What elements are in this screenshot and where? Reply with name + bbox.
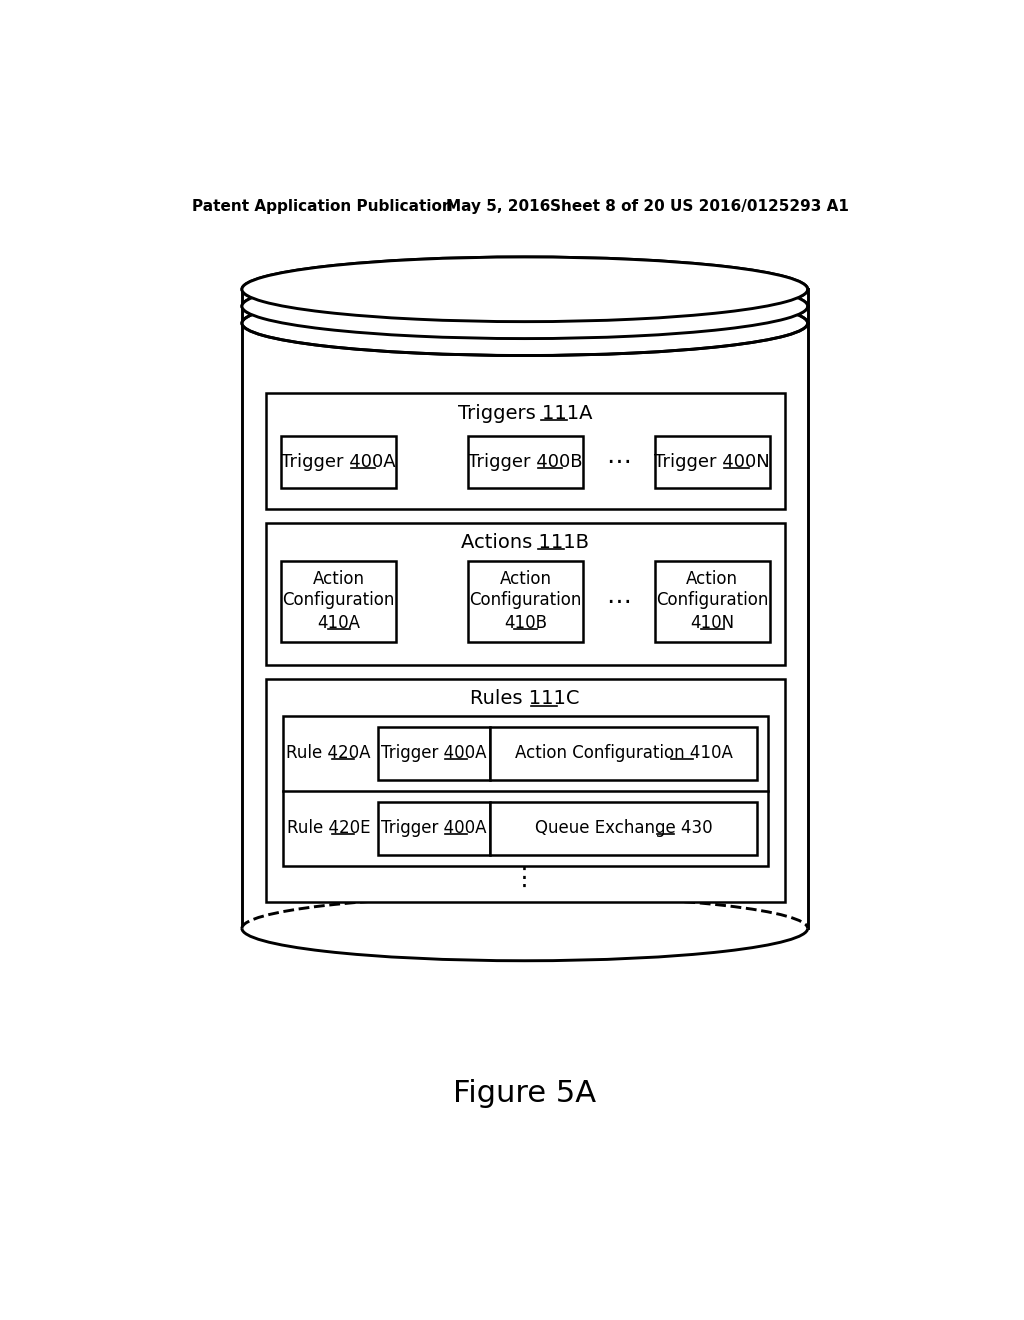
Bar — [283, 715, 768, 866]
Bar — [468, 436, 583, 488]
Text: 410B: 410B — [504, 614, 547, 632]
Bar — [242, 323, 808, 928]
Ellipse shape — [242, 257, 808, 322]
Text: Action
Configuration: Action Configuration — [469, 570, 582, 609]
Text: Action Configuration 410A: Action Configuration 410A — [515, 744, 732, 763]
Text: 410A: 410A — [317, 614, 360, 632]
Bar — [655, 436, 770, 488]
Bar — [655, 561, 770, 642]
Text: Sheet 8 of 20: Sheet 8 of 20 — [550, 198, 666, 214]
Text: ⋯: ⋯ — [606, 590, 632, 614]
Ellipse shape — [242, 275, 808, 339]
Text: Trigger 400N: Trigger 400N — [654, 453, 770, 471]
Bar — [282, 561, 396, 642]
Bar — [489, 801, 758, 855]
Text: Trigger 400A: Trigger 400A — [381, 744, 486, 763]
Text: Rule 420A: Rule 420A — [287, 744, 371, 763]
Bar — [282, 436, 396, 488]
Text: May 5, 2016: May 5, 2016 — [445, 198, 550, 214]
Text: US 2016/0125293 A1: US 2016/0125293 A1 — [671, 198, 849, 214]
Text: Action
Configuration: Action Configuration — [283, 570, 395, 609]
Ellipse shape — [242, 290, 808, 355]
Text: Figure 5A: Figure 5A — [454, 1080, 596, 1109]
Ellipse shape — [242, 896, 808, 961]
Ellipse shape — [242, 257, 808, 322]
Ellipse shape — [242, 275, 808, 339]
Bar — [266, 678, 785, 903]
Text: Actions 111B: Actions 111B — [461, 533, 589, 552]
Text: Queue Exchange 430: Queue Exchange 430 — [535, 820, 713, 837]
Text: Trigger 400B: Trigger 400B — [468, 453, 583, 471]
Ellipse shape — [242, 290, 808, 355]
Text: Triggers 111A: Triggers 111A — [458, 404, 592, 422]
Text: ⋯: ⋯ — [606, 450, 632, 474]
Bar — [489, 726, 758, 780]
Text: Patent Application Publication: Patent Application Publication — [191, 198, 453, 214]
Bar — [378, 726, 489, 780]
Text: Trigger 400A: Trigger 400A — [381, 820, 486, 837]
Bar — [266, 393, 785, 508]
Bar — [242, 289, 808, 306]
Bar — [378, 801, 489, 855]
Text: Rule 420E: Rule 420E — [287, 820, 371, 837]
Bar — [468, 561, 583, 642]
Text: Action
Configuration: Action Configuration — [656, 570, 769, 609]
Text: Trigger 400A: Trigger 400A — [282, 453, 396, 471]
Bar — [242, 306, 808, 323]
Text: Rules 111C: Rules 111C — [470, 689, 580, 709]
Text: Data Store 115: Data Store 115 — [440, 280, 609, 300]
Text: ⋮: ⋮ — [512, 866, 538, 890]
Bar — [266, 523, 785, 665]
Text: 410N: 410N — [690, 614, 734, 632]
